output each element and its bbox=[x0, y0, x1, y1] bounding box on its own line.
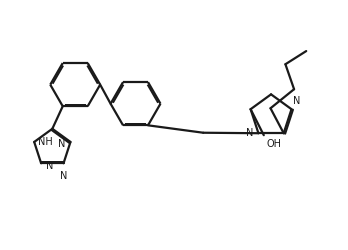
Text: OH: OH bbox=[267, 138, 282, 148]
Text: N: N bbox=[293, 96, 301, 106]
Text: NH: NH bbox=[38, 136, 53, 146]
Text: N: N bbox=[58, 139, 66, 149]
Text: N: N bbox=[46, 160, 53, 170]
Text: N: N bbox=[246, 127, 254, 137]
Text: N: N bbox=[60, 170, 67, 180]
